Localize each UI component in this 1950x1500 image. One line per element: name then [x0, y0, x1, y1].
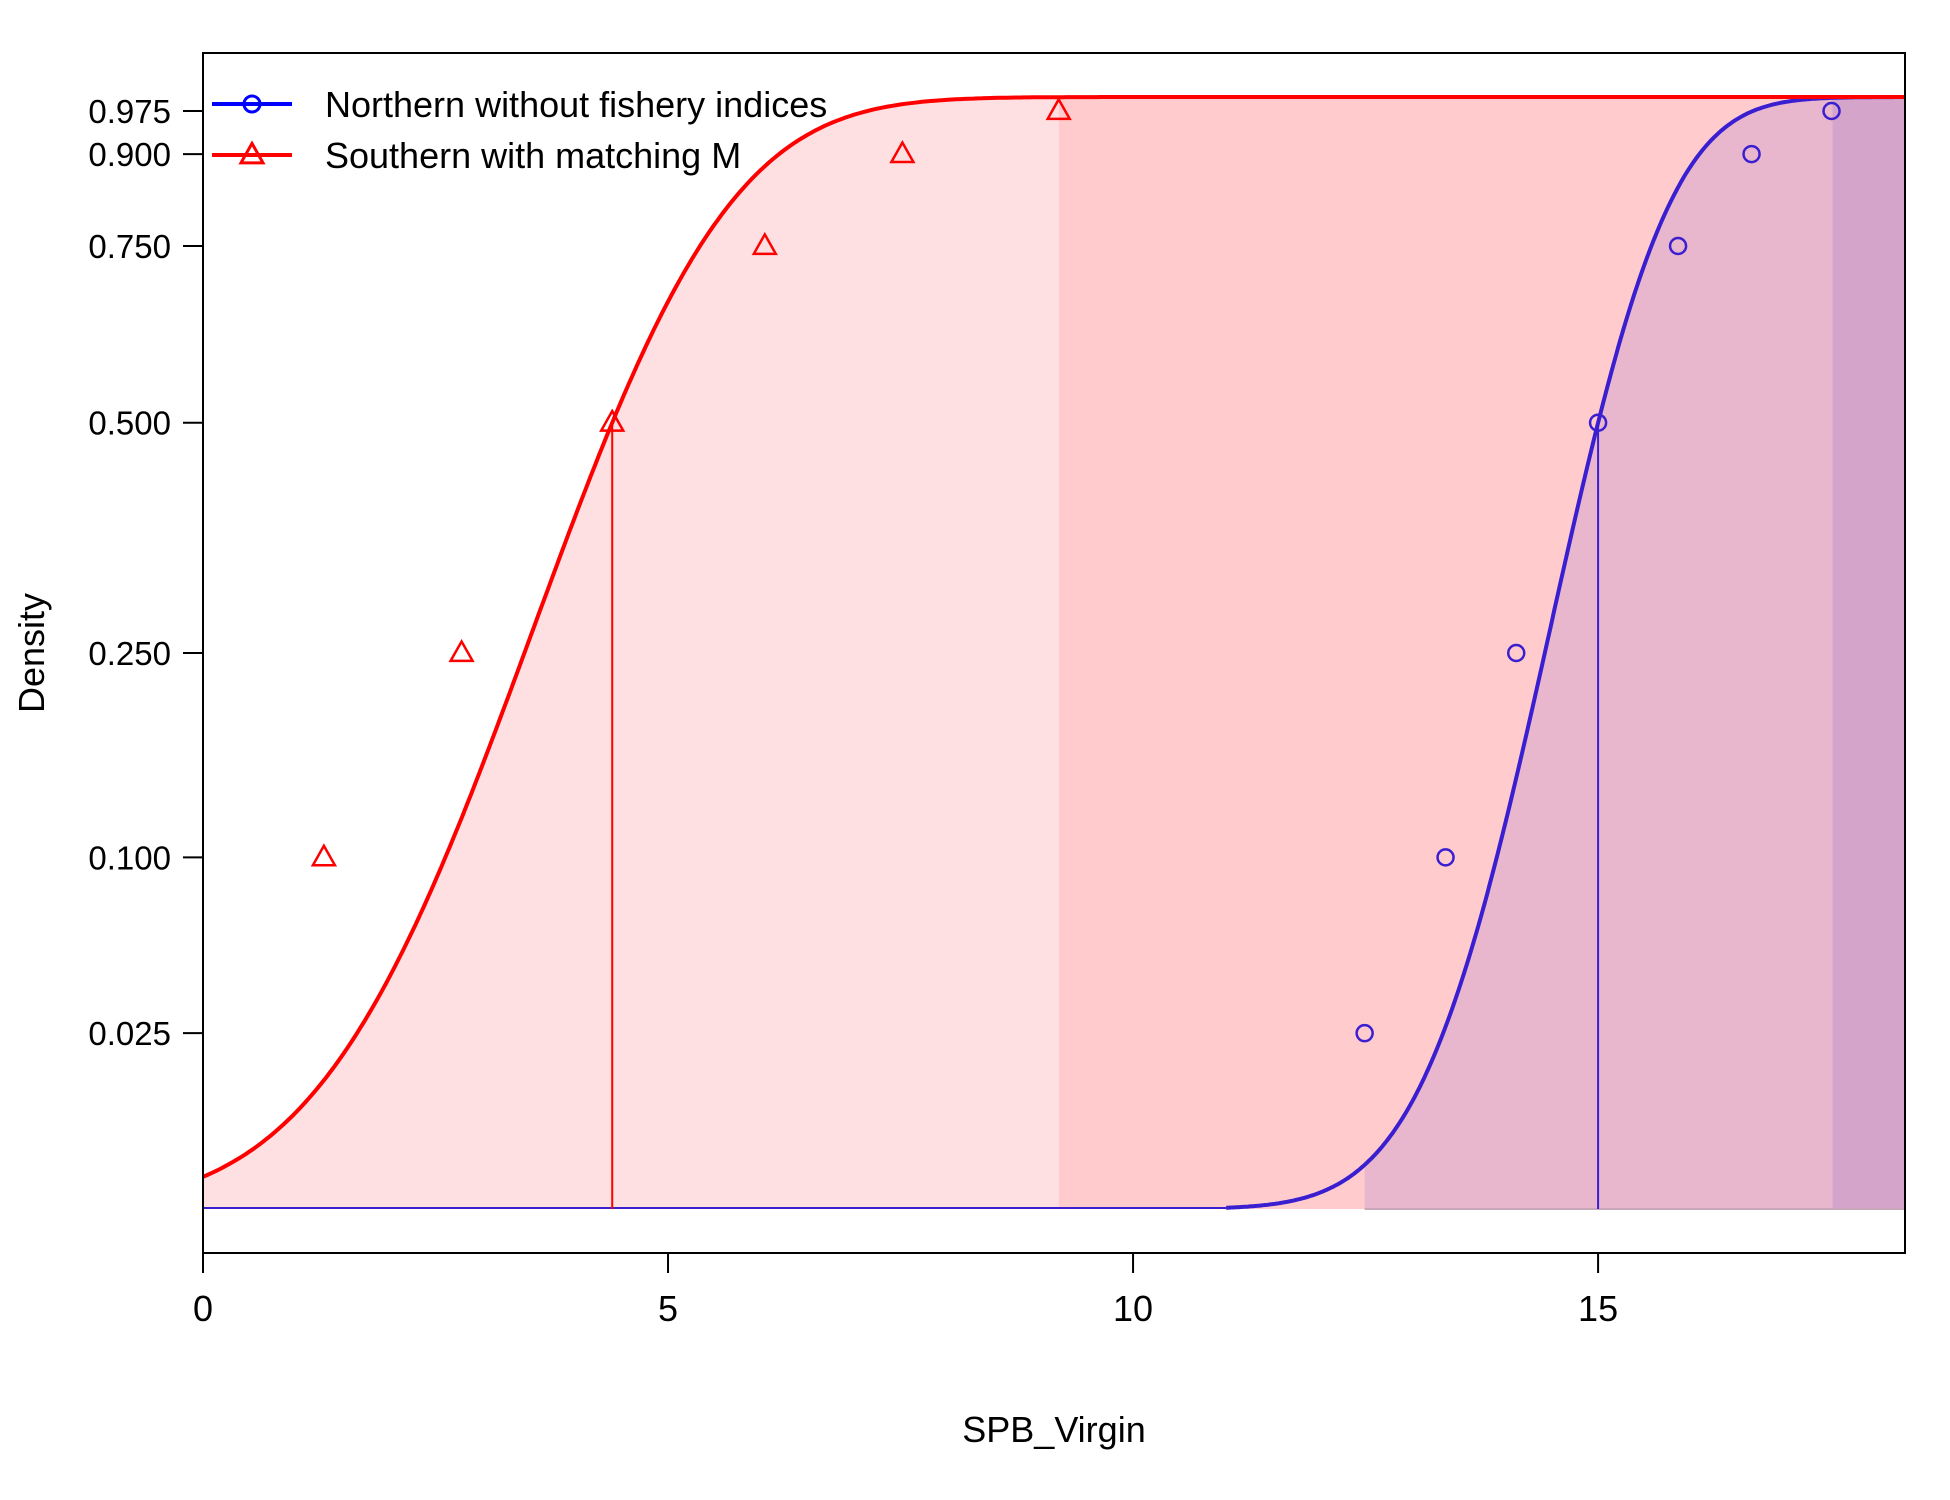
legend-entry-northern: Northern without fishery indices	[212, 84, 827, 125]
interval-fill-northern-1	[1832, 97, 1905, 1209]
y-tick-label: 0.025	[88, 1015, 171, 1052]
data-point-northern-0	[1355, 1023, 1374, 1043]
y-tick-label: 0.100	[88, 839, 171, 876]
series-line-southern	[202, 95, 1905, 1179]
data-point-southern-2	[599, 408, 626, 432]
y-axis-label: Density	[11, 593, 52, 713]
y-tick-label: 0.500	[88, 405, 171, 442]
legend-marker-circle	[242, 94, 262, 114]
data-point-northern-2	[1506, 643, 1526, 663]
series-markers	[310, 96, 1841, 1043]
data-point-northern-3	[1588, 413, 1608, 432]
interval-fill-southern-0	[203, 97, 1059, 1210]
series-curves	[202, 95, 1905, 1210]
legend-marker-triangle	[238, 140, 266, 165]
data-point-southern-0	[310, 843, 338, 867]
y-tick-label: 0.900	[88, 136, 171, 173]
data-point-southern-1	[448, 638, 475, 663]
data-point-southern-4	[889, 139, 916, 164]
series-line-northern	[1226, 95, 1905, 1210]
x-axis: 0 5 10 15	[193, 1252, 1618, 1329]
data-point-southern-3	[751, 231, 778, 256]
data-point-northern-5	[1742, 144, 1761, 164]
x-axis-label: SPB_Virgin	[962, 1409, 1145, 1450]
y-tick-label: 0.750	[88, 228, 171, 265]
legend-label-northern: Northern without fishery indices	[325, 84, 827, 125]
interval-fills	[203, 97, 1905, 1210]
x-tick-label: 0	[193, 1288, 213, 1329]
baselines	[203, 1207, 1905, 1210]
x-tick-label: 5	[658, 1288, 678, 1329]
y-tick-label: 0.975	[88, 93, 171, 130]
x-tick-label: 15	[1578, 1288, 1618, 1329]
legend: Northern without fishery indices Souther…	[212, 84, 827, 176]
data-point-southern-5	[1045, 96, 1072, 121]
data-point-northern-4	[1668, 236, 1688, 256]
y-tick-label: 0.250	[88, 635, 171, 672]
x-tick-label: 10	[1113, 1288, 1153, 1329]
data-point-northern-6	[1822, 101, 1841, 121]
legend-label-southern: Southern with matching M	[325, 135, 741, 176]
data-point-northern-1	[1436, 848, 1455, 867]
median-lines	[611, 422, 1600, 1209]
legend-entry-southern: Southern with matching M	[212, 135, 741, 176]
y-axis: 0.025 0.100 0.250 0.500 0.750 0.900 0.975	[88, 93, 204, 1052]
